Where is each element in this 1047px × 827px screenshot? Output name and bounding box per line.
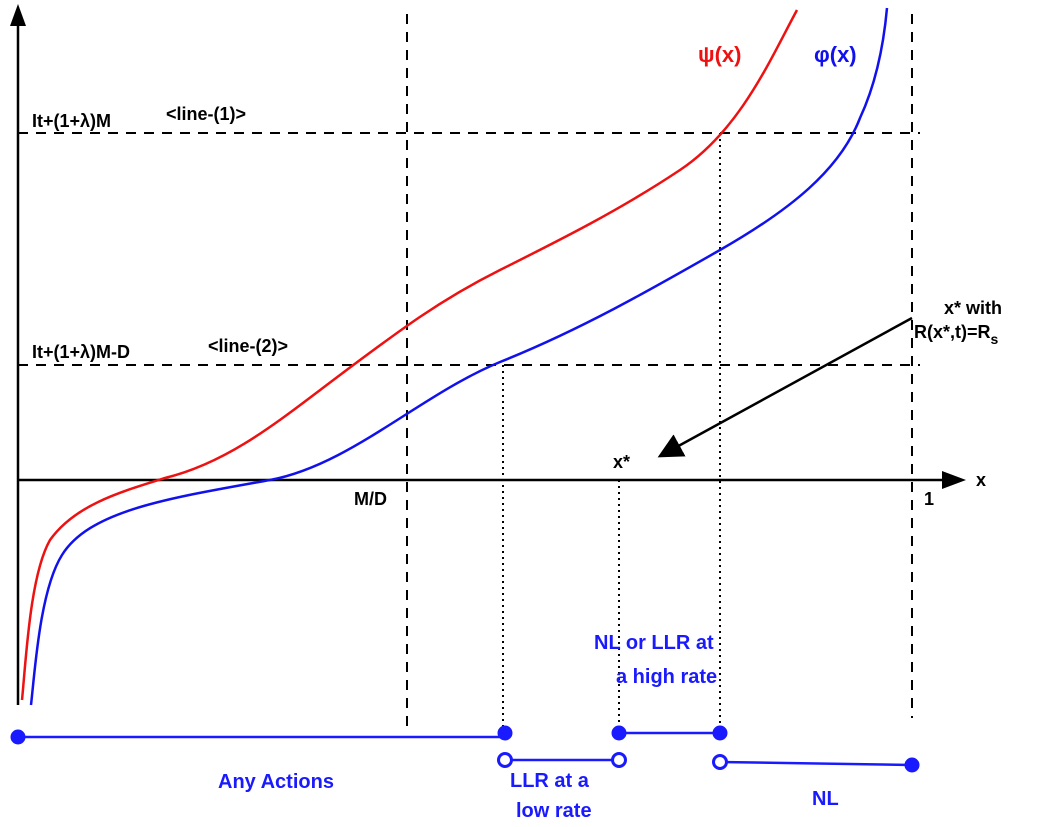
endpoint-filled [10, 729, 26, 745]
region-llr-low-label-2: low rate [516, 800, 592, 822]
phi-label: φ(x) [814, 42, 857, 67]
psi-curve [20, 9, 799, 701]
endpoint-open [712, 754, 728, 770]
segment-nl [719, 760, 913, 767]
region-nl-or-llr-label-2: a high rate [616, 666, 717, 688]
line2-tag: <line-(2)> [208, 336, 288, 356]
xstar-arrow [657, 316, 913, 458]
endpoint-open [497, 752, 513, 768]
xstar-annotation-line2: R(x*,t)=Rs [914, 322, 999, 347]
x-axis [18, 471, 966, 489]
tick-md: M/D [354, 489, 387, 509]
xstar-annotation-subscript: s [991, 331, 999, 347]
region-nl-or-llr-label-1: NL or LLR at [594, 632, 714, 654]
tick-xstar: x* [613, 452, 630, 472]
psi-label: ψ(x) [698, 42, 741, 67]
line2-expression: It+(1+λ)M-D [32, 342, 130, 362]
endpoint-filled [904, 757, 920, 773]
line1-tag: <line-(1)> [166, 104, 246, 124]
region-any-actions-label: Any Actions [218, 771, 334, 793]
endpoint-open [611, 752, 627, 768]
endpoint-filled [611, 725, 627, 741]
xstar-annotation-line1: x* with [944, 298, 1002, 318]
x-axis-label: x [976, 470, 986, 490]
endpoint-filled [712, 725, 728, 741]
endpoint-filled [497, 725, 513, 741]
tick-one: 1 [924, 489, 934, 509]
region-nl-label: NL [812, 788, 839, 810]
y-axis [10, 4, 26, 705]
phi-curve [29, 7, 889, 706]
region-segments [10, 725, 920, 773]
region-llr-low-label-1: LLR at a [510, 770, 590, 792]
line1-expression: It+(1+λ)M [32, 111, 111, 131]
